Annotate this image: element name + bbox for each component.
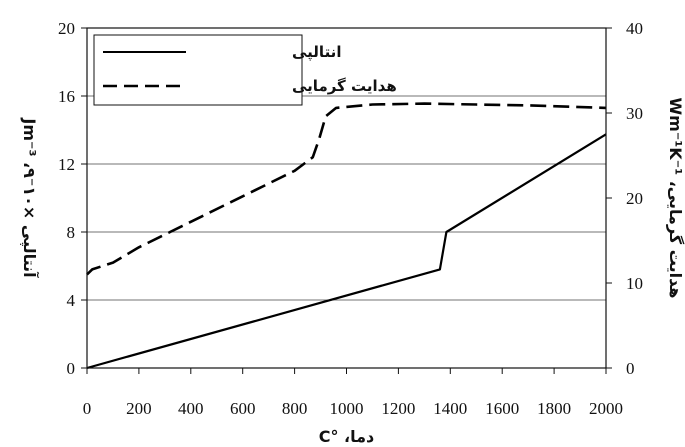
series-layer <box>86 102 607 370</box>
left-tick-label-4: 4 <box>67 291 76 310</box>
left-tick-label-20: 20 <box>58 19 75 38</box>
x-tick-label-1400: 1400 <box>433 399 467 418</box>
x-tick-label-800: 800 <box>282 399 308 418</box>
left-tick-label-12: 12 <box>58 155 75 174</box>
right-tick-label-10: 10 <box>626 274 643 293</box>
legend: انتالپی هدایت گرمایی <box>93 34 397 106</box>
left-y-tick-labels: 0 4 8 12 16 20 <box>58 19 87 378</box>
x-tick-label-1000: 1000 <box>330 399 364 418</box>
x-tick-label-1800: 1800 <box>537 399 571 418</box>
right-tick-label-20: 20 <box>626 189 643 208</box>
left-tick-label-8: 8 <box>67 223 76 242</box>
left-tick-label-16: 16 <box>58 87 75 106</box>
right-tick-label-0: 0 <box>626 359 635 378</box>
series-line-thermal-conductivity <box>86 102 607 276</box>
left-y-axis-title: آنتالپی ×۱۰⁻۹، Jm⁻³ <box>19 117 40 278</box>
x-tick-labels: 0 200 400 600 800 1000 1200 1400 1600 1800 2000 <box>83 368 623 418</box>
x-tick-label-2000: 2000 <box>589 399 623 418</box>
left-tick-label-0: 0 <box>67 359 76 378</box>
x-tick-label-200: 200 <box>126 399 152 418</box>
series-line-enthalpy <box>86 133 607 370</box>
legend-box <box>93 34 303 106</box>
right-tick-label-40: 40 <box>626 19 643 38</box>
x-tick-label-1600: 1600 <box>485 399 519 418</box>
grid-lines <box>87 95 606 301</box>
right-y-axis-title: هدایت گرمایی، Wm⁻¹K⁻¹ <box>666 98 685 299</box>
legend-label-thermal-conductivity: هدایت گرمایی <box>292 77 397 95</box>
x-tick-label-400: 400 <box>178 399 204 418</box>
legend-label-enthalpy: انتالپی <box>292 43 341 62</box>
x-tick-label-600: 600 <box>230 399 256 418</box>
x-tick-label-1200: 1200 <box>381 399 415 418</box>
x-tick-label-0: 0 <box>83 399 92 418</box>
right-y-tick-labels: 0 10 20 30 40 <box>606 19 643 378</box>
right-tick-label-30: 30 <box>626 104 643 123</box>
x-axis-title: دما، °C <box>319 427 375 446</box>
